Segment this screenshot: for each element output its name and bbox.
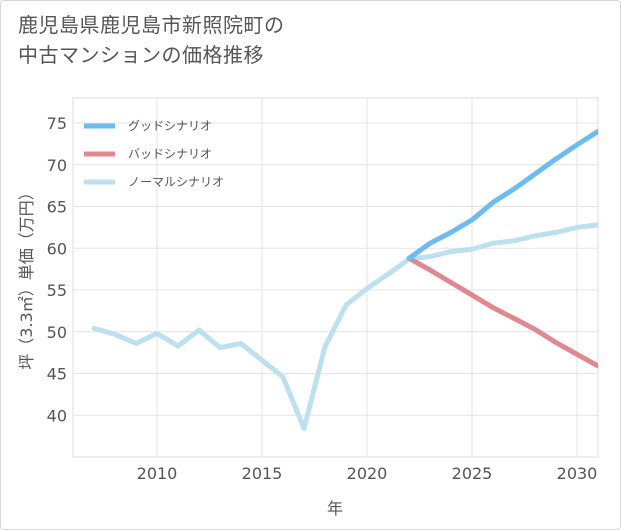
y-tick-label: 75 <box>47 114 67 133</box>
x-tick-label: 2030 <box>557 464 598 483</box>
y-axis-title: 坪（3.3㎡）単価（万円） <box>17 184 36 369</box>
y-tick-label: 50 <box>47 323 67 342</box>
y-tick-label: 40 <box>47 406 67 425</box>
x-axis-title: 年 <box>327 499 343 518</box>
legend-label-1: バッドシナリオ <box>128 147 212 161</box>
y-tick-label: 65 <box>47 198 67 217</box>
y-tick-label: 70 <box>47 156 67 175</box>
series-line-2 <box>91 222 598 432</box>
chart-title-line2: 中古マンションの価格推移 <box>18 43 264 67</box>
x-tick-label: 2020 <box>347 464 388 483</box>
grid-lines <box>73 98 598 457</box>
chart-title-line1: 鹿児島県鹿児島市新照院町の <box>18 13 285 37</box>
plot-area <box>72 97 599 458</box>
x-tick-label: 2015 <box>242 464 283 483</box>
y-tick-label: 55 <box>47 281 67 300</box>
y-tick-label: 60 <box>47 239 67 258</box>
y-tick-label: 45 <box>47 365 67 384</box>
axis-ticks: 2010 2015 2020 2025 2030 40 45 50 55 60 65 70 75 <box>47 114 598 483</box>
x-tick-label: 2025 <box>452 464 493 483</box>
legend-label-0: グッドシナリオ <box>128 119 212 133</box>
series-lines <box>91 128 598 432</box>
chart-title: 鹿児島県鹿児島市新照院町の 中古マンションの価格推移 <box>18 10 578 70</box>
series-line-0 <box>406 128 598 261</box>
legend-label-2: ノーマルシナリオ <box>128 175 224 189</box>
series-line-1 <box>406 255 598 369</box>
x-tick-label: 2010 <box>137 464 178 483</box>
